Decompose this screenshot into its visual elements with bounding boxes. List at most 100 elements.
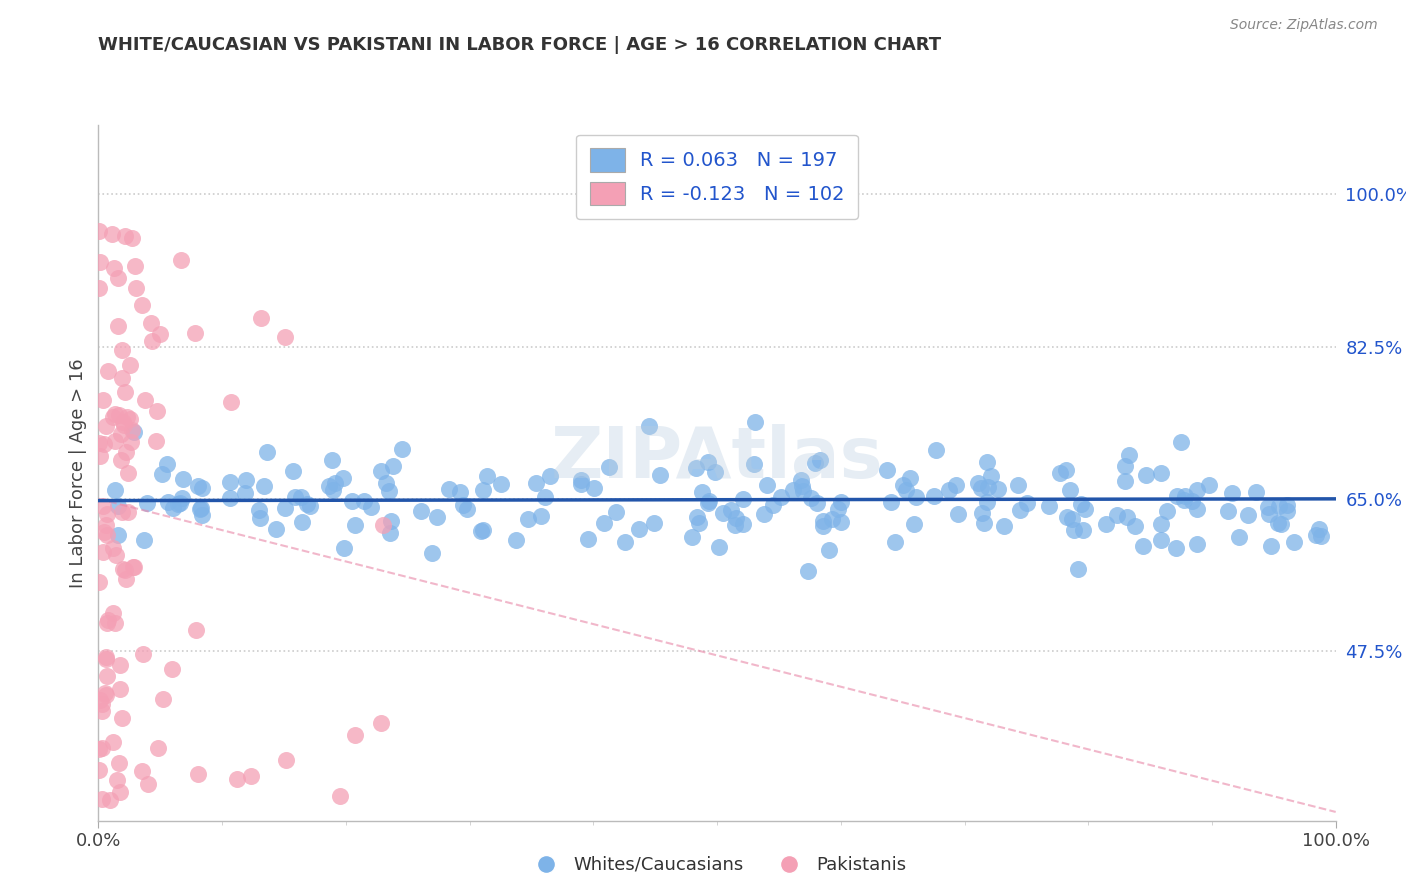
Point — [976, 495, 998, 509]
Point — [471, 523, 494, 537]
Text: ZIPAtlas: ZIPAtlas — [551, 425, 883, 493]
Point — [1094, 516, 1116, 531]
Point — [426, 510, 449, 524]
Point — [1227, 530, 1250, 544]
Point — [184, 326, 207, 341]
Point — [297, 497, 319, 511]
Point — [118, 412, 141, 426]
Point — [980, 469, 1002, 483]
Point — [118, 358, 141, 372]
Point — [291, 515, 314, 529]
Point — [162, 500, 184, 515]
Point — [725, 511, 748, 525]
Point — [114, 445, 136, 459]
Point — [249, 511, 271, 525]
Point — [976, 455, 998, 469]
Point — [1257, 500, 1279, 514]
Point — [131, 764, 153, 778]
Point — [276, 753, 298, 767]
Point — [1275, 498, 1298, 512]
Point — [321, 453, 343, 467]
Point — [89, 281, 111, 295]
Point — [1173, 492, 1195, 507]
Point — [707, 540, 730, 554]
Point — [91, 499, 114, 513]
Point — [762, 498, 785, 512]
Point — [112, 562, 135, 576]
Point — [1114, 474, 1136, 488]
Point — [533, 490, 555, 504]
Point — [1185, 537, 1208, 551]
Point — [96, 616, 118, 631]
Point — [378, 525, 401, 540]
Point — [391, 442, 413, 457]
Point — [96, 418, 118, 433]
Point — [1166, 541, 1188, 555]
Text: WHITE/CAUCASIAN VS PAKISTANI IN LABOR FORCE | AGE > 16 CORRELATION CHART: WHITE/CAUCASIAN VS PAKISTANI IN LABOR FO… — [98, 36, 942, 54]
Point — [89, 449, 111, 463]
Point — [517, 512, 540, 526]
Point — [800, 491, 823, 506]
Point — [378, 483, 401, 498]
Point — [332, 471, 354, 485]
Point — [1220, 486, 1243, 500]
Point — [149, 326, 172, 341]
Point — [894, 483, 917, 498]
Point — [235, 473, 257, 487]
Point — [218, 475, 240, 490]
Point — [685, 460, 707, 475]
Point — [782, 483, 804, 497]
Point — [91, 704, 114, 718]
Point — [648, 467, 671, 482]
Point — [973, 516, 995, 530]
Point — [900, 471, 922, 485]
Point — [188, 501, 211, 516]
Point — [134, 392, 156, 407]
Point — [191, 508, 214, 523]
Point — [681, 530, 703, 544]
Point — [145, 434, 167, 448]
Point — [1118, 449, 1140, 463]
Point — [233, 486, 256, 500]
Point — [87, 224, 110, 238]
Point — [120, 434, 142, 449]
Point — [905, 490, 928, 504]
Point — [471, 483, 494, 497]
Point — [1170, 434, 1192, 449]
Point — [170, 252, 193, 267]
Point — [569, 473, 592, 487]
Point — [101, 227, 124, 242]
Point — [281, 464, 304, 478]
Point — [190, 501, 212, 516]
Point — [1166, 489, 1188, 503]
Point — [1309, 529, 1331, 543]
Point — [94, 649, 117, 664]
Point — [94, 652, 117, 666]
Point — [1132, 539, 1154, 553]
Point — [122, 560, 145, 574]
Point — [790, 473, 813, 487]
Point — [697, 494, 720, 508]
Point — [353, 494, 375, 508]
Point — [808, 453, 831, 467]
Point — [91, 392, 114, 407]
Point — [1260, 539, 1282, 553]
Point — [93, 436, 115, 450]
Point — [830, 515, 852, 529]
Point — [104, 616, 127, 631]
Point — [111, 504, 134, 518]
Point — [628, 522, 651, 536]
Point — [156, 457, 179, 471]
Point — [160, 662, 183, 676]
Point — [103, 410, 125, 425]
Point — [1015, 496, 1038, 510]
Point — [187, 479, 209, 493]
Point — [96, 508, 118, 522]
Point — [103, 260, 125, 275]
Point — [1107, 508, 1129, 522]
Point — [146, 404, 169, 418]
Point — [318, 478, 340, 492]
Point — [103, 606, 125, 620]
Point — [876, 463, 898, 477]
Point — [1114, 459, 1136, 474]
